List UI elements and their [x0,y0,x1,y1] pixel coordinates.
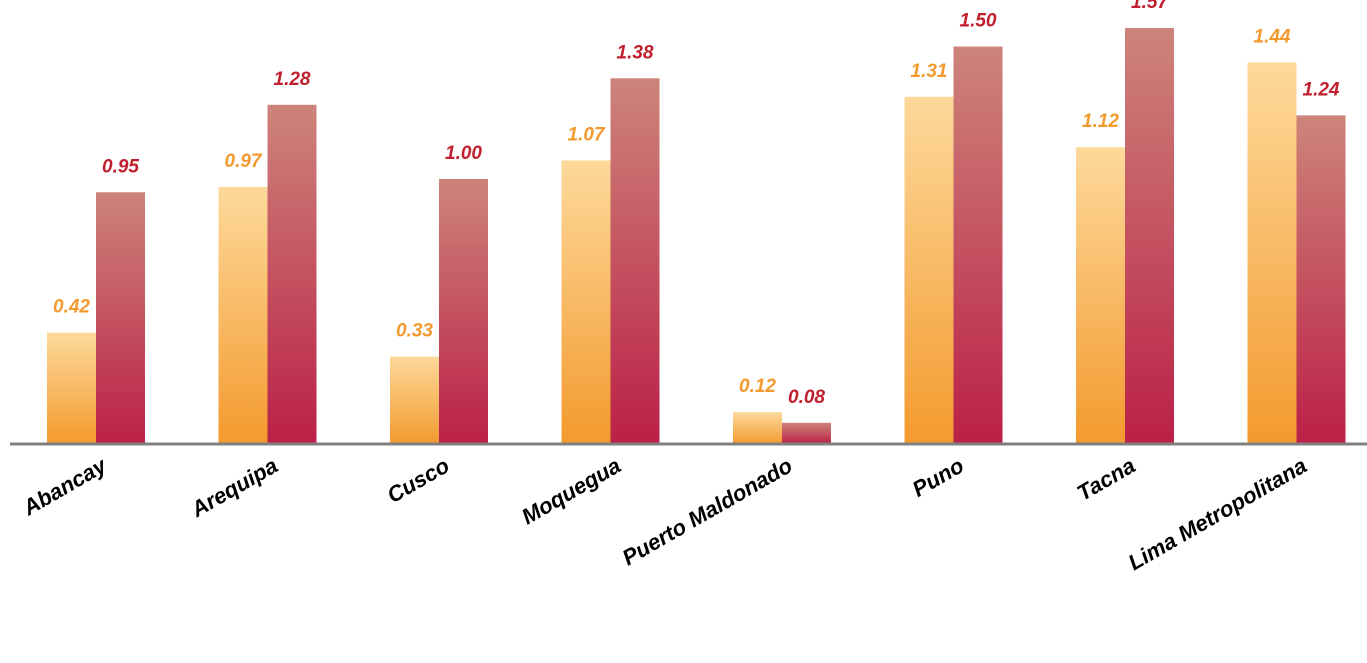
value-label: 1.24 [1303,79,1340,100]
value-label: 1.31 [911,61,948,82]
bar-lima-metropolitana-series-2 [1296,115,1346,445]
value-label: 1.00 [445,143,482,164]
value-label: 1.44 [1254,26,1291,47]
bar-moquegua-series-2 [610,78,660,445]
value-label: 1.07 [568,124,606,145]
bar-abancay-series-2 [96,192,145,444]
value-label: 0.12 [739,376,776,397]
bar-tacna-series-2 [1125,27,1174,444]
value-label: 0.42 [53,297,90,318]
category-label: Cusco [383,453,454,508]
category-label: Puno [908,453,968,502]
bars-layer [47,27,1346,445]
value-label: 1.50 [960,11,997,32]
bar-cusco-series-2 [439,179,488,444]
value-label: 1.38 [617,42,654,63]
value-label: 0.08 [788,387,825,408]
bar-abancay-series-1 [47,332,96,444]
category-label: Moquegua [517,453,625,530]
bar-moquegua-series-1 [561,160,611,444]
value-label: 1.12 [1082,111,1119,132]
value-label: 0.97 [225,151,263,172]
value-label: 0.33 [396,321,433,342]
bar-lima-metropolitana-series-1 [1247,62,1297,445]
value-labels-layer: 0.42 0.95 0.97 1.28 0.33 1.00 1.07 1.38 0.12 0.08… [53,0,1340,408]
category-label: Abancay [18,452,112,521]
bar-puerto-maldonado-series-2 [782,422,831,444]
bar-puno-series-2 [953,46,1003,444]
value-label: 1.57 [1131,0,1169,13]
bar-puno-series-1 [904,96,954,444]
value-label: 0.95 [102,156,139,177]
category-label: Puerto Maldonado [618,453,797,571]
bar-arequipa-series-1 [218,186,268,444]
bar-puerto-maldonado-series-1 [733,412,782,444]
bar-tacna-series-1 [1076,147,1125,444]
value-label: 1.28 [274,69,311,90]
category-label: Lima Metropolitana [1124,453,1311,575]
category-label: Tacna [1073,453,1140,506]
bar-arequipa-series-2 [267,104,317,445]
category-label: Arequipa [186,453,282,523]
bar-cusco-series-1 [390,356,439,444]
